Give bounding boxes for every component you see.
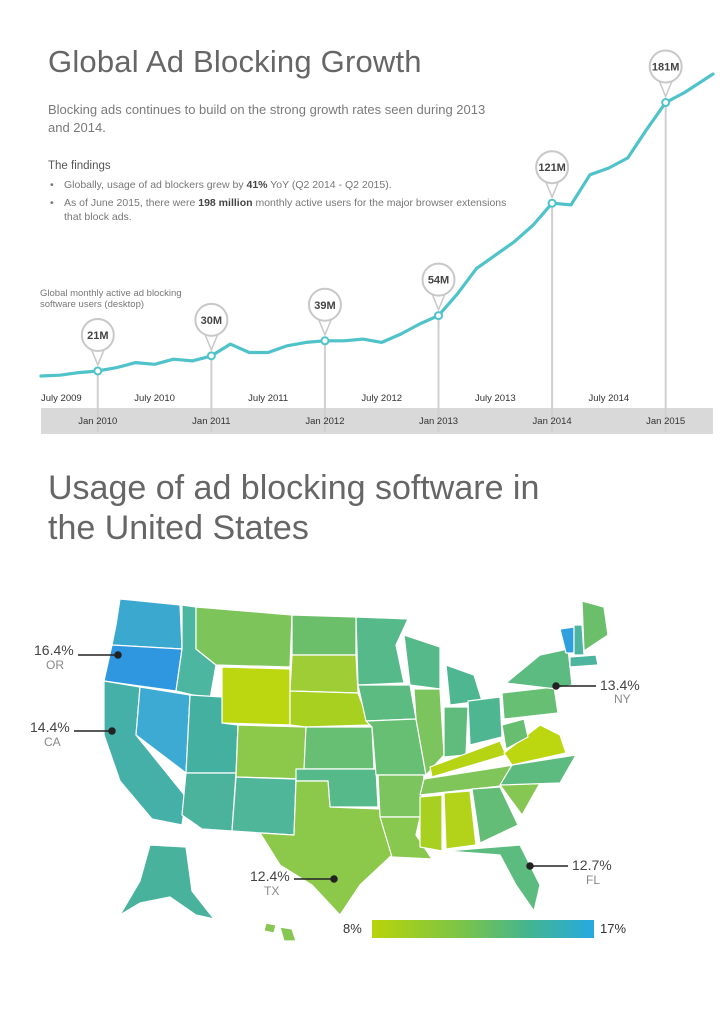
state-nd [291, 614, 357, 656]
finding-text: As of June 2015, there were [64, 197, 199, 209]
x-tick-label-bottom: Jan 2015 [646, 416, 685, 427]
y-axis-caption: Global monthly active ad blocking softwa… [40, 288, 182, 310]
x-tick-label-top: July 2009 [41, 393, 82, 404]
state-ma [569, 654, 599, 668]
data-point [661, 98, 671, 108]
annotation-label: 54M [428, 275, 449, 287]
state-mi [445, 664, 483, 706]
callout-state-ny: NY [614, 692, 631, 706]
pin-bubble [648, 49, 683, 84]
state-ks [303, 726, 375, 770]
legend-min-label: 8% [343, 921, 362, 936]
callout-value-ny: 13.4% [600, 677, 640, 693]
series-line [39, 72, 715, 378]
x-tick-label-top: July 2013 [475, 393, 516, 404]
state-ia [357, 684, 417, 722]
pin-bubble [535, 150, 570, 185]
state-mt [195, 606, 293, 668]
state-ga [471, 786, 519, 844]
annotation-label: 121M [538, 162, 566, 174]
pin-bubble [421, 262, 456, 297]
state-ny [505, 648, 573, 690]
state-ak [119, 844, 215, 920]
state-ms [419, 794, 443, 852]
finding-highlight: 198 million [198, 197, 253, 209]
callout-value-fl: 12.7% [572, 857, 612, 873]
state-sd [289, 654, 359, 694]
us-usage-map [74, 598, 609, 942]
x-tick-label-top: July 2014 [589, 393, 630, 404]
state-mn [355, 616, 409, 686]
state-az [181, 772, 237, 832]
x-tick-label-bottom: Jan 2012 [305, 416, 344, 427]
state-wa [111, 598, 183, 650]
annotation-label: 21M [87, 330, 108, 342]
callout-dot-ny [552, 682, 560, 690]
x-tick-label-bottom: Jan 2011 [192, 416, 230, 427]
state-wv [501, 718, 529, 750]
legend-max-label: 17% [600, 921, 627, 936]
callout-value-ca: 14.4% [30, 719, 70, 735]
finding-text: YoY (Q2 2014 - Q2 2015). [267, 179, 392, 191]
pin-bubble [194, 302, 229, 337]
callout-state-fl: FL [586, 873, 601, 887]
state-wi [403, 634, 441, 690]
legend-color-scale [372, 920, 594, 938]
callout-value-or: 16.4% [34, 642, 74, 658]
state-in [443, 706, 469, 758]
x-tick-label-bottom: Jan 2010 [78, 416, 117, 427]
state-nh [573, 624, 585, 656]
data-point [320, 336, 330, 346]
annotation-label: 30M [201, 315, 222, 327]
state-vt [559, 626, 575, 654]
state-tx [259, 780, 393, 916]
callout-dot-fl [526, 862, 534, 870]
state-ne [289, 690, 371, 728]
data-point [434, 311, 444, 321]
callout-state-ca: CA [44, 735, 61, 749]
finding-item: As of June 2015, there were 198 million … [48, 196, 508, 224]
annotation-label: 181M [652, 62, 680, 74]
pin-bubble [80, 317, 115, 352]
finding-text: monthly active users for the major brows… [64, 197, 507, 223]
chart-title: Global Ad Blocking Growth [48, 44, 422, 79]
annotation-label: 39M [314, 300, 335, 312]
x-tick-label-top: July 2011 [248, 393, 288, 404]
state-fl [445, 844, 541, 912]
state-va [503, 724, 567, 766]
callout-dot-or [114, 651, 122, 659]
finding-item: Globally, usage of ad blockers grew by 4… [48, 178, 508, 192]
state-wy [221, 666, 291, 726]
callout-value-tx: 12.4% [250, 868, 290, 884]
x-axis-band [41, 408, 713, 434]
finding-text: Globally, usage of ad blockers grew by [64, 179, 247, 191]
state-nc [499, 754, 577, 786]
callout-dot-ca [108, 727, 116, 735]
x-tick-label-top: July 2010 [134, 393, 175, 404]
findings-heading: The findings [48, 160, 111, 172]
state-nm [231, 776, 297, 836]
callout-dot-tx [330, 875, 338, 883]
x-tick-label-top: July 2012 [361, 393, 402, 404]
data-point [93, 366, 103, 376]
state-al [443, 790, 477, 850]
state-hi [263, 922, 297, 942]
data-point [547, 198, 557, 208]
pin-bubble [307, 287, 342, 322]
x-tick-label-bottom: Jan 2013 [419, 416, 458, 427]
chart-subtitle: Blocking ads continues to build on the s… [48, 102, 486, 135]
callout-state-or: OR [46, 658, 64, 672]
state-me [581, 600, 609, 652]
x-tick-label-bottom: Jan 2014 [533, 416, 572, 427]
finding-highlight: 41% [246, 179, 268, 191]
state-ar [377, 774, 425, 818]
data-point [206, 351, 216, 361]
state-pa [501, 686, 559, 720]
growth-line-chart: 21M 30M 39M 54M 121M 181M July 2009 July 2010 Ju… [39, 49, 715, 432]
callout-state-tx: TX [264, 884, 280, 898]
findings-list: Globally, usage of ad blockers grew by 4… [48, 178, 508, 228]
map-title: Usage of ad blocking software in the Uni… [48, 469, 540, 547]
state-oh [467, 696, 503, 746]
